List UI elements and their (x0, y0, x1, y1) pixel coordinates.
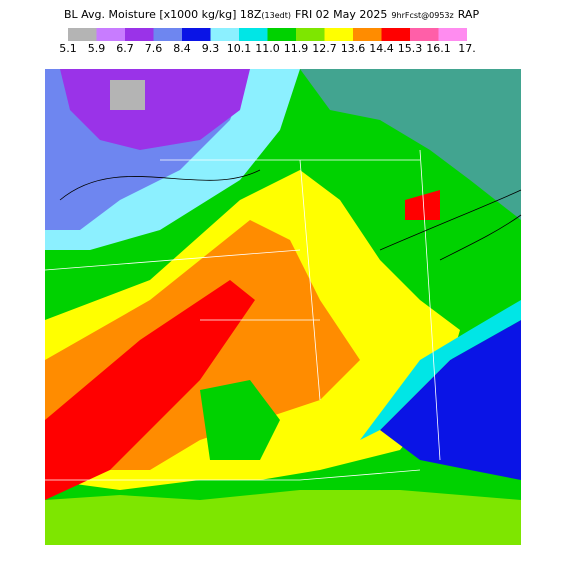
colorbar-swatch (267, 28, 296, 41)
colorbar-label: 15.3 (398, 42, 423, 55)
contours (59, 169, 522, 261)
colorbar-label: 8.4 (173, 42, 191, 55)
colorbar-label: 11.9 (284, 42, 309, 55)
colorbar-swatch (68, 28, 97, 41)
colorbar-swatch (182, 28, 211, 41)
colorbar-swatch (153, 28, 182, 41)
field-blue (380, 320, 521, 480)
field-gray (110, 80, 145, 110)
forecast: 9hrFcst@0953z (391, 11, 453, 20)
colorbar-swatch (381, 28, 410, 41)
colorbar-swatch (210, 28, 239, 41)
title-main: BL Avg. Moisture [x1000 kg/kg] 18Z (64, 8, 262, 21)
colorbar-swatch (296, 28, 325, 41)
colorbar-swatch (438, 28, 467, 41)
field-cyan-se (360, 300, 521, 440)
date: FRI 02 May 2025 (295, 8, 387, 21)
colorbar-swatch (239, 28, 268, 41)
colorbar-label: 7.6 (145, 42, 163, 55)
field-red (45, 280, 255, 500)
colorbar-swatch (125, 28, 154, 41)
local-time: (13edt) (261, 11, 291, 20)
field-green-center (200, 380, 280, 460)
colorbar-swatch (410, 28, 439, 41)
colorbar: 5.1 5.9 6.7 7.6 8.4 9.3 10.1 11.0 11.9 12.7 13.6 14… (59, 28, 476, 55)
title: BL Avg. Moisture [x1000 kg/kg] 18Z(13edt… (64, 8, 479, 21)
colorbar-swatch (96, 28, 125, 41)
state-borders (44, 149, 441, 481)
colorbar-label: 10.1 (227, 42, 252, 55)
colorbar-label: 11.0 (255, 42, 280, 55)
moisture-field (44, 69, 522, 545)
colorbar-swatch (324, 28, 353, 41)
model: RAP (458, 8, 480, 21)
colorbar-label: 16.1 (426, 42, 451, 55)
colorbar-label: 5.9 (88, 42, 106, 55)
field-ne (300, 69, 521, 220)
colorbar-label: 17. (458, 42, 476, 55)
colorbar-swatch (353, 28, 382, 41)
field-gulf (45, 490, 521, 545)
colorbar-label: 12.7 (312, 42, 337, 55)
field-red-ne (405, 190, 440, 220)
colorbar-label: 9.3 (202, 42, 220, 55)
colorbar-label: 6.7 (116, 42, 134, 55)
colorbar-label: 14.4 (369, 42, 394, 55)
field-purple (60, 69, 250, 150)
colorbar-label: 5.1 (59, 42, 77, 55)
colorbar-label: 13.6 (341, 42, 366, 55)
